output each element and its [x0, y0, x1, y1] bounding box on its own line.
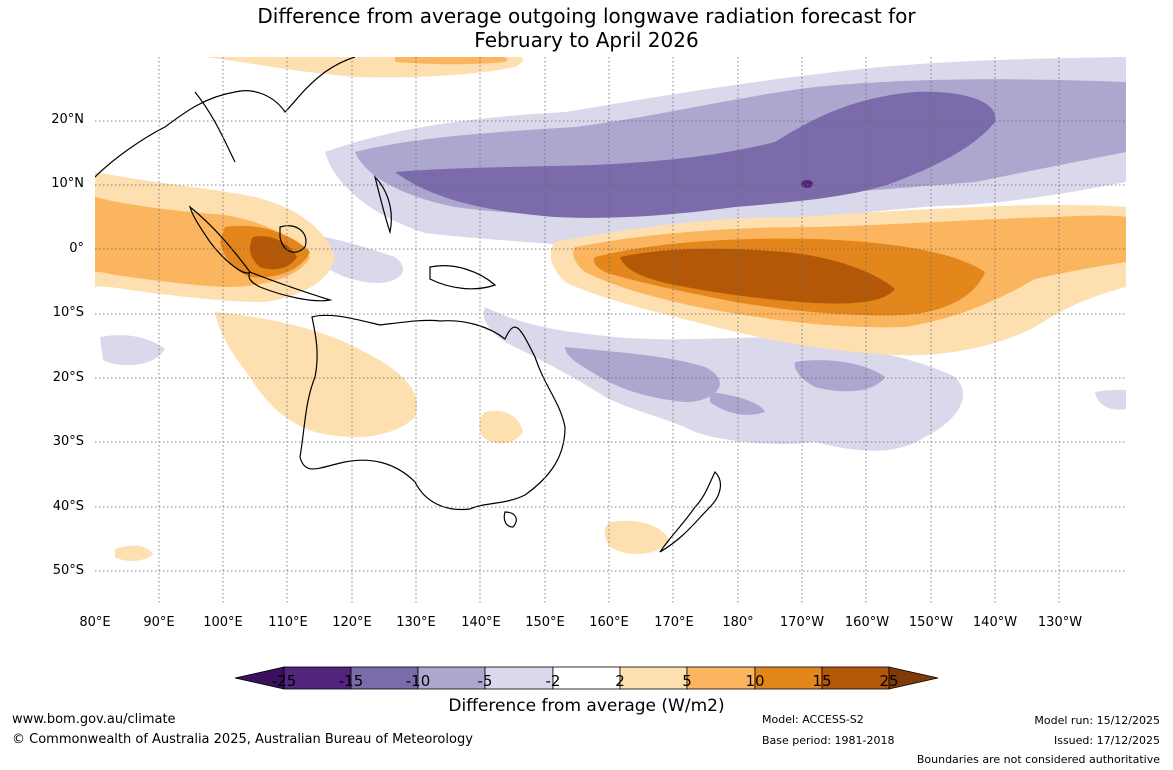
- lon-label-140e: 140°E: [461, 615, 501, 630]
- issued-date: Issued: 17/12/2025: [1053, 734, 1160, 747]
- lon-label-180: 180°: [722, 615, 754, 630]
- lon-label-170e: 170°E: [654, 615, 694, 630]
- lon-label-160e: 160°E: [589, 615, 629, 630]
- colorbar-extend-high: [888, 666, 939, 690]
- anomaly-spot-darkest-purple: [801, 180, 813, 188]
- colorbar-tick-label: -10: [405, 672, 431, 690]
- lat-label-20n: 20°N: [51, 112, 84, 127]
- website-link[interactable]: www.bom.gov.au/climate: [12, 712, 176, 727]
- map-title: Difference from average outgoing longwav…: [0, 4, 1173, 52]
- lon-label-170w: 170°W: [779, 615, 825, 630]
- title-line-1: Difference from average outgoing longwav…: [257, 4, 916, 28]
- colorbar-tick-label: 15: [812, 672, 832, 690]
- lon-label-150e: 150°E: [525, 615, 565, 630]
- title-line-2: February to April 2026: [474, 28, 699, 52]
- colorbar-tick-label: -25: [271, 672, 297, 690]
- lon-label-90e: 90°E: [143, 615, 175, 630]
- copyright-text: © Commonwealth of Australia 2025, Austra…: [12, 732, 473, 747]
- anomaly-map: [95, 57, 1126, 605]
- colorbar-tick-label: 5: [682, 672, 692, 690]
- lat-label-10n: 10°N: [51, 176, 84, 191]
- colorbar-title: Difference from average (W/m2): [448, 696, 725, 716]
- anomaly-zone-very-strong-orange: [249, 236, 895, 304]
- lon-label-150w: 150°W: [908, 615, 954, 630]
- lat-label-0: 0°: [69, 241, 84, 256]
- lon-label-160w: 160°W: [844, 615, 890, 630]
- lon-label-80e: 80°E: [79, 615, 111, 630]
- colorbar-tick-label: -15: [338, 672, 364, 690]
- base-period: Base period: 1981-2018: [762, 734, 895, 747]
- model-run-date: Model run: 15/12/2025: [1034, 714, 1160, 727]
- lat-label-20s: 20°S: [52, 370, 84, 385]
- lat-label-50s: 50°S: [52, 563, 84, 578]
- lon-label-120e: 120°E: [332, 615, 372, 630]
- lon-label-130e: 130°E: [396, 615, 436, 630]
- colorbar-tick-label: 2: [615, 672, 625, 690]
- lon-label-100e: 100°E: [203, 615, 243, 630]
- lon-label-140w: 140°W: [972, 615, 1018, 630]
- colorbar-tick-label: 25: [879, 672, 899, 690]
- colorbar-tick-label: 10: [745, 672, 765, 690]
- lon-label-110e: 110°E: [268, 615, 308, 630]
- lat-label-40s: 40°S: [52, 499, 84, 514]
- graticule: [95, 57, 1126, 605]
- lat-label-10s: 10°S: [52, 305, 84, 320]
- coastlines: [95, 57, 722, 553]
- lon-label-130w: 130°W: [1037, 615, 1083, 630]
- lat-label-30s: 30°S: [52, 434, 84, 449]
- colorbar: [234, 666, 939, 690]
- model-name: Model: ACCESS-S2: [762, 713, 864, 726]
- colorbar-tick-label: -2: [545, 672, 561, 690]
- boundary-disclaimer: Boundaries are not considered authoritat…: [916, 753, 1160, 766]
- colorbar-tick-label: -5: [477, 672, 493, 690]
